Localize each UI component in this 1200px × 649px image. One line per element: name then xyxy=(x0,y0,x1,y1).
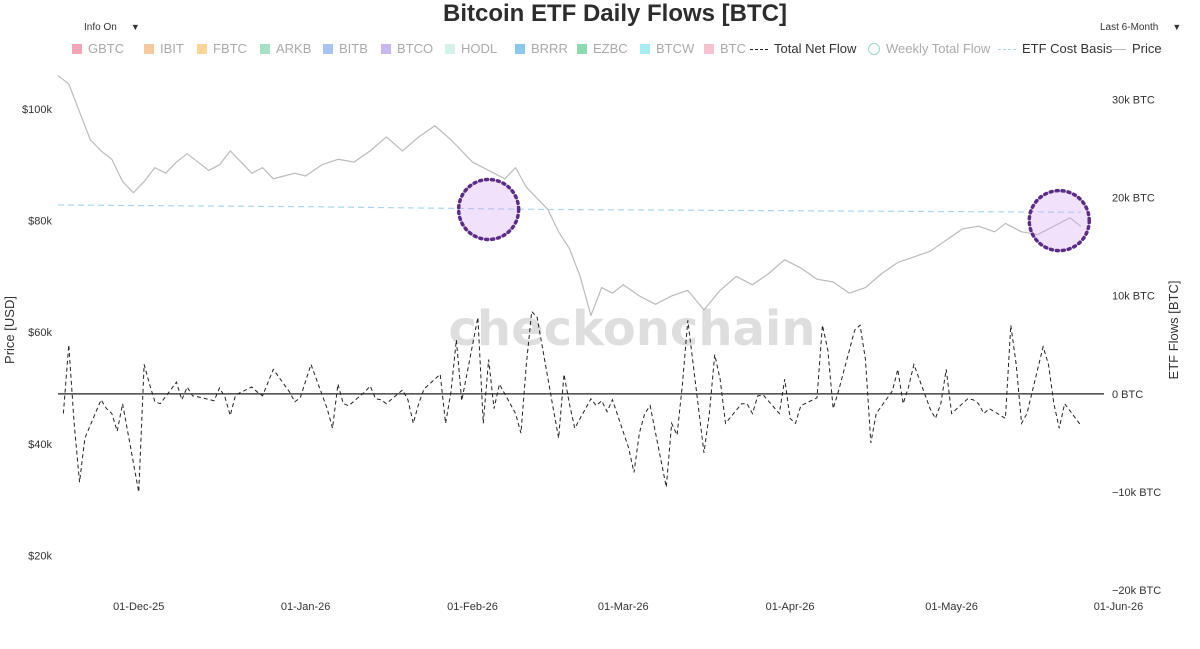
legend-item-weekly-total-flow[interactable]: Weekly Total Flow xyxy=(868,41,990,56)
legend-swatch xyxy=(445,44,455,54)
y-left-tick-label: $80k xyxy=(28,216,52,228)
legend-label: BITB xyxy=(339,41,368,56)
legend-swatch xyxy=(998,49,1016,50)
legend-label: BTCW xyxy=(656,41,695,56)
legend-item-price[interactable]: Price xyxy=(1108,41,1162,56)
x-tick-label: 01-Jan-26 xyxy=(281,601,331,613)
legend-swatch xyxy=(197,44,207,54)
legend-label: BTCO xyxy=(397,41,434,56)
legend-swatch xyxy=(72,44,82,54)
y-right-tick-label: 10k BTC xyxy=(1112,291,1155,303)
legend-item-brrr[interactable]: BRRR xyxy=(515,41,568,56)
y-left-tick-label: $20k xyxy=(28,550,52,562)
legend-swatch xyxy=(323,44,333,54)
y-right-tick-label: −20k BTC xyxy=(1112,585,1161,597)
legend-label: IBIT xyxy=(160,41,184,56)
legend-item-bitb[interactable]: BITB xyxy=(323,41,368,56)
y-axis-right-title: ETF Flows [BTC] xyxy=(1166,281,1181,380)
chevron-down-icon: ▼ xyxy=(130,22,140,32)
legend-item-gbtc[interactable]: GBTC xyxy=(72,41,124,56)
y-left-tick-label: $60k xyxy=(28,327,52,339)
legend-label: BRRR xyxy=(531,41,568,56)
legend-swatch xyxy=(640,44,650,54)
legend-item-hodl[interactable]: HODL xyxy=(445,41,497,56)
legend-item-ibit[interactable]: IBIT xyxy=(144,41,184,56)
x-tick-label: 01-Mar-26 xyxy=(598,601,649,613)
highlight-circle xyxy=(456,177,521,242)
x-tick-label: 01-Dec-25 xyxy=(113,601,164,613)
y-axis-left-title: Price [USD] xyxy=(2,296,17,364)
y-right-tick-label: 0 BTC xyxy=(1112,389,1143,401)
legend-label: HODL xyxy=(461,41,498,56)
chart-title: Bitcoin ETF Daily Flows [BTC] xyxy=(442,0,787,27)
legend-item-arkb[interactable]: ARKB xyxy=(260,41,311,56)
legend-label: ARKB xyxy=(276,41,312,56)
legend-label: Weekly Total Flow xyxy=(886,41,991,56)
legend-label: FBTC xyxy=(213,41,247,56)
info-toggle-dropdown[interactable]: Info On ▼ xyxy=(84,22,140,33)
legend-label: EZBC xyxy=(593,41,628,56)
etf-cost-basis-line xyxy=(57,204,1081,213)
x-tick-label: 01-Feb-26 xyxy=(447,601,498,613)
legend-label: ETF Cost Basis xyxy=(1022,41,1113,56)
legend-swatch xyxy=(381,44,391,54)
legend-item-btco[interactable]: BTCO xyxy=(381,41,433,56)
legend-label: BTC xyxy=(720,41,746,56)
legend-label: GBTC xyxy=(88,41,125,56)
legend-swatch xyxy=(868,43,880,55)
legend-item-ezbc[interactable]: EZBC xyxy=(577,41,628,56)
date-range-dropdown[interactable]: Last 6-Month ▼ xyxy=(1100,22,1181,33)
legend-swatch xyxy=(515,44,525,54)
price-line xyxy=(57,75,1082,317)
legend-label: Total Net Flow xyxy=(774,41,857,56)
chart-canvas: checkonchain $100k $80k $60k $40k $20k 30k BT… xyxy=(2,75,1181,613)
legend-item-total-net-flow[interactable]: Total Net Flow xyxy=(750,41,856,56)
legend-swatch xyxy=(750,49,768,50)
legend-item-btc[interactable]: BTC xyxy=(704,41,746,56)
legend-swatch xyxy=(577,44,587,54)
y-right-tick-label: 30k BTC xyxy=(1112,94,1155,106)
x-tick-label: 01-Apr-26 xyxy=(766,601,815,613)
chart-legend: GBTC IBIT FBTC ARKB BITB BTCO HODL BRRR EZBC BTCW… xyxy=(72,41,1172,59)
x-tick-label: 01-May-26 xyxy=(925,601,978,613)
legend-item-etf-cost-basis[interactable]: ETF Cost Basis xyxy=(998,41,1112,56)
legend-swatch xyxy=(260,44,270,54)
chevron-down-icon: ▼ xyxy=(1172,22,1182,32)
legend-swatch xyxy=(1108,49,1126,50)
x-tick-label: 01-Jun-26 xyxy=(1094,601,1144,613)
total-net-flow-line xyxy=(62,310,1082,493)
y-left-tick-label: $40k xyxy=(28,439,52,451)
info-toggle-label: Info On xyxy=(84,22,117,33)
y-left-tick-label: $100k xyxy=(22,104,52,116)
y-right-tick-label: 20k BTC xyxy=(1112,193,1155,205)
plot-layer: $100k $80k $60k $40k $20k 30k BTC 20k BTC 10k B… xyxy=(22,75,1161,613)
date-range-label: Last 6-Month xyxy=(1100,22,1159,33)
legend-item-btcw[interactable]: BTCW xyxy=(640,41,694,56)
watermark: checkonchain xyxy=(448,301,815,357)
y-right-tick-label: −10k BTC xyxy=(1112,487,1161,499)
highlight-circle xyxy=(1027,188,1092,253)
legend-item-fbtc[interactable]: FBTC xyxy=(197,41,247,56)
legend-swatch xyxy=(704,44,714,54)
legend-label: Price xyxy=(1132,41,1162,56)
legend-swatch xyxy=(144,44,154,54)
